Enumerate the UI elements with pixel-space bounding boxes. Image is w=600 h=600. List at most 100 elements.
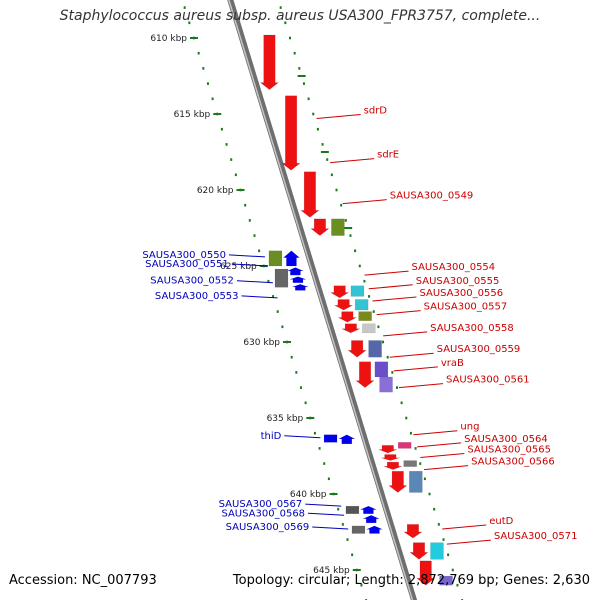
- reverse-gene-arrow: [289, 276, 307, 283]
- forward-label-line: [364, 270, 409, 276]
- forward-gene-label: vraB: [441, 358, 464, 369]
- forward-domain-box: [368, 340, 382, 358]
- forward-gene-arrow: [403, 524, 423, 539]
- forward-gene-arrow: [415, 560, 436, 586]
- reverse-label-line: [305, 503, 342, 507]
- forward-gene-label: SAUSA300_0557: [424, 302, 508, 313]
- forward-label-line: [393, 366, 438, 372]
- reverse-gene-label: SAUSA300_0551: [145, 259, 229, 270]
- forward-gene-label: SAUSA300_0566: [471, 457, 555, 468]
- forward-domain-box: [403, 460, 417, 467]
- forward-gene-label: eutD: [489, 516, 513, 527]
- reverse-label-line: [228, 254, 266, 258]
- reverse-gene-arrow: [366, 525, 383, 534]
- ruler-label: 635 kbp: [267, 414, 304, 424]
- ruler-label: 625 kbp: [220, 262, 257, 272]
- ruler-label: 630 kbp: [243, 338, 280, 348]
- backbone-highlight: [228, 0, 414, 600]
- forward-label-line: [376, 310, 421, 316]
- reverse-domain-box: [351, 525, 366, 534]
- forward-label-line: [424, 465, 469, 471]
- forward-label-line: [383, 331, 428, 337]
- reverse-domain-box: [323, 434, 338, 443]
- forward-label-line: [442, 524, 487, 530]
- forward-domain-box: [409, 470, 423, 493]
- ruler-track: 610 kbp 615 kbp 620 kbp 625 kbp 630 kbp 635 k…: [150, 6, 464, 600]
- forward-label-line: [389, 352, 434, 358]
- forward-gene-arrow: [355, 361, 375, 388]
- forward-domain-box: [430, 542, 444, 560]
- forward-gene-label: SAUSA300_0558: [430, 323, 514, 334]
- forward-gene-label: SAUSA300_0571: [494, 531, 578, 542]
- sequence-backbone: [227, 0, 418, 600]
- forward-gene-arrow: [409, 542, 429, 560]
- forward-gene-arrow: [338, 311, 357, 323]
- forward-label-line: [342, 199, 387, 205]
- forward-domain-box: [374, 361, 389, 378]
- forward-gene-label: ung: [460, 422, 479, 433]
- forward-gene-arrow: [341, 323, 360, 334]
- reverse-gene-label: SAUSA300_0552: [150, 276, 234, 287]
- reverse-gene-arrow: [292, 283, 309, 291]
- forward-label-line: [330, 158, 375, 164]
- topology-text: Topology: circular; Length: 2,872,769 bp…: [232, 573, 590, 588]
- reverse-gene-arrow: [282, 250, 301, 267]
- forward-label-line: [417, 442, 462, 448]
- reverse-label-line: [312, 526, 349, 530]
- reverse-gene-label: thiD: [261, 431, 282, 442]
- forward-label-line: [372, 296, 417, 302]
- forward-gene-label: SAUSA300_0555: [416, 276, 500, 287]
- reverse-gene-label: SAUSA300_0568: [221, 508, 305, 519]
- forward-label-line: [420, 453, 465, 459]
- forward-gene-arrow: [388, 470, 408, 493]
- ruler-label: 615 kbp: [174, 110, 211, 120]
- backbone-line: [227, 0, 418, 600]
- forward-gene-label: SAUSA300_0559: [437, 344, 521, 355]
- reverse-gene-label: SAUSA300_0567: [219, 499, 303, 510]
- forward-domain-box: [379, 376, 393, 393]
- forward-gene-label: SAUSA300_0565: [467, 445, 551, 456]
- map-title: Staphylococcus aureus subsp. aureus USA3…: [59, 8, 541, 24]
- forward-label-line: [398, 383, 444, 389]
- ruler-label: 620 kbp: [197, 186, 234, 196]
- forward-domain-box: [354, 299, 369, 311]
- forward-domain-box: [350, 285, 365, 297]
- forward-gene-arrow: [310, 218, 330, 236]
- reverse-domain-box: [345, 505, 360, 515]
- forward-gene-arrow: [334, 299, 353, 311]
- reverse-label-line: [236, 280, 273, 284]
- reverse-gene-label: SAUSA300_0569: [226, 522, 310, 533]
- reverse-gene-label: SAUSA300_0550: [142, 250, 226, 261]
- forward-label-line: [446, 539, 491, 545]
- reverse-gene-arrow: [287, 267, 304, 276]
- forward-gene-arrow: [300, 171, 320, 218]
- accession-text: Accession: NC_007793: [9, 573, 157, 588]
- reverse-label-line: [308, 512, 345, 516]
- forward-gene-arrow: [281, 95, 301, 171]
- ruler-label: 640 kbp: [290, 490, 327, 500]
- reverse-domain-box: [274, 268, 289, 288]
- forward-domain-box: [362, 323, 376, 334]
- gene-labels: sdrD sdrE SAUSA300_0549 SAUSA300_0554 SAUSA3…: [142, 106, 577, 545]
- reverse-gene-label: SAUSA300_0553: [155, 291, 239, 302]
- forward-gene-arrow: [381, 454, 400, 461]
- forward-domain-box: [331, 218, 345, 236]
- forward-gene-label: SAUSA300_0549: [390, 191, 474, 202]
- reverse-domain-box: [268, 250, 283, 267]
- forward-gene-arrow: [259, 34, 280, 90]
- ruler-label: 645 kbp: [313, 566, 350, 576]
- forward-domain-box: [397, 442, 412, 449]
- forward-gene-arrow: [383, 461, 403, 470]
- forward-gene-arrow: [347, 340, 367, 358]
- forward-label-line: [368, 284, 413, 290]
- forward-domain-box: [439, 575, 453, 586]
- forward-gene-label: SAUSA300_0556: [419, 288, 503, 299]
- forward-gene-label: sdrD: [364, 106, 388, 117]
- forward-domain-box: [358, 311, 372, 321]
- forward-label-line: [316, 114, 361, 120]
- reverse-label-line: [241, 295, 278, 299]
- reverse-gene-arrow: [363, 515, 380, 524]
- reverse-gene-arrow: [360, 505, 377, 515]
- reverse-label-line: [231, 263, 268, 267]
